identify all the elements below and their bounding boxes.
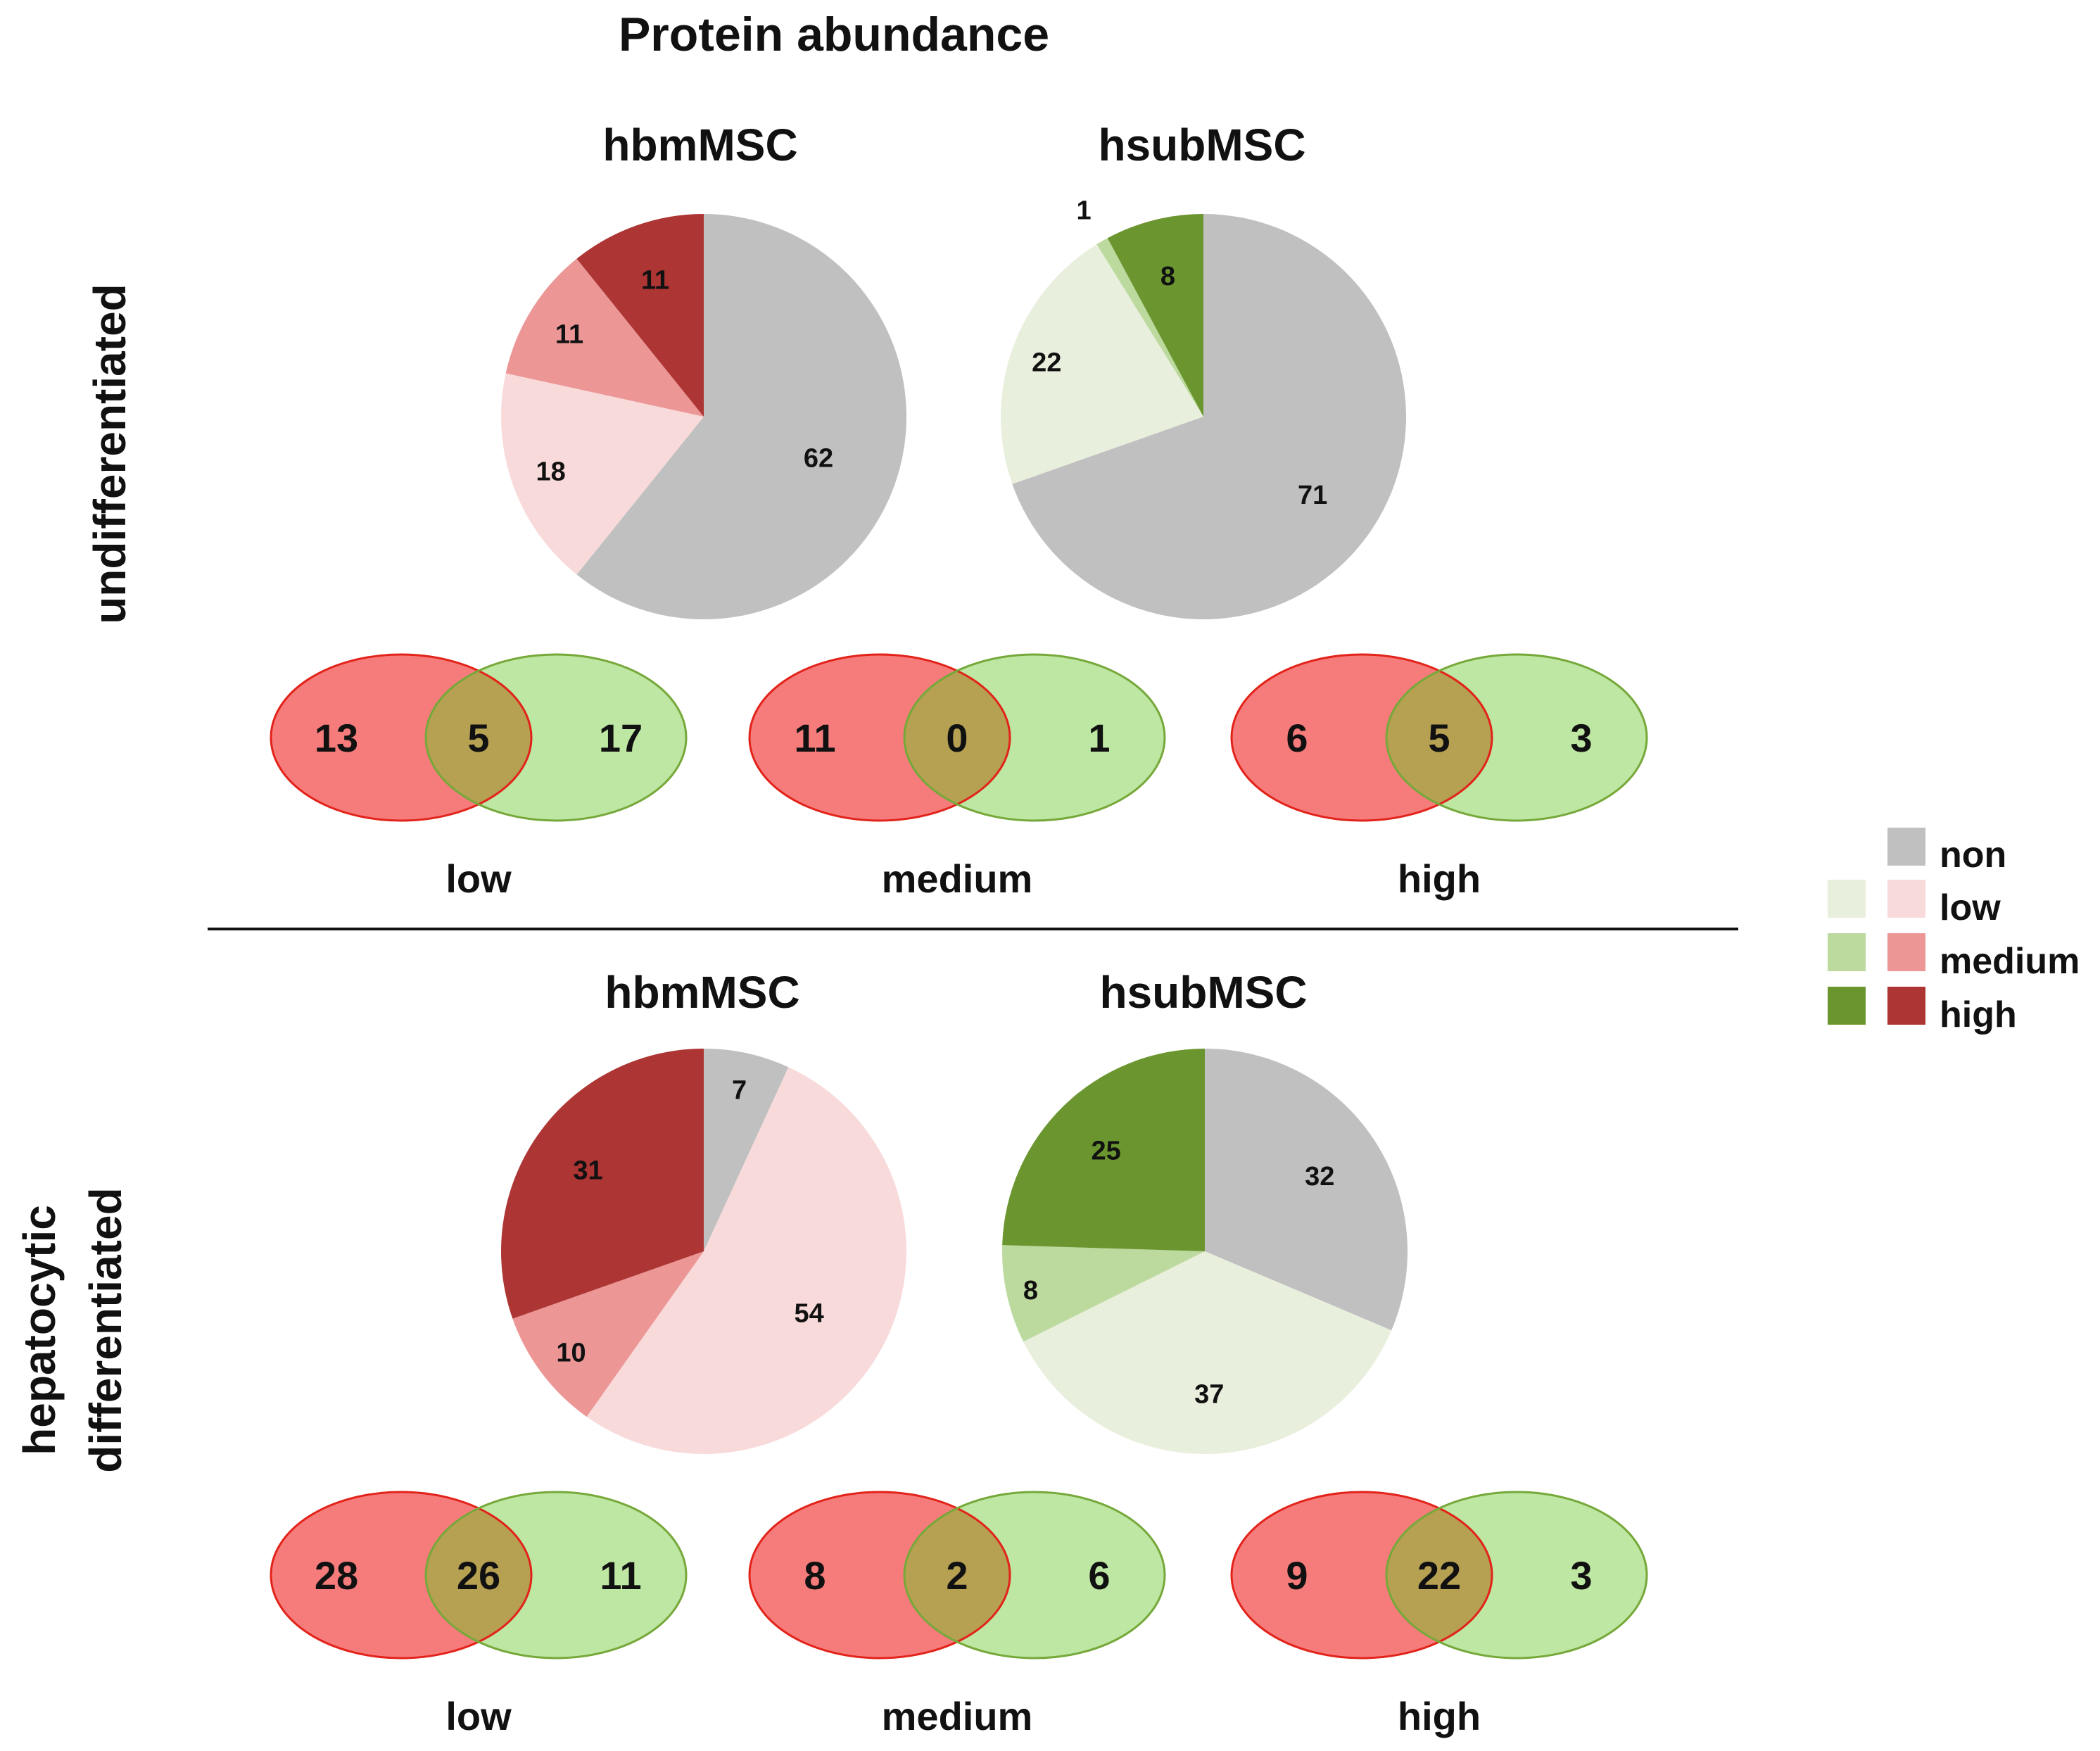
pie-slice-label-high: 8	[1160, 262, 1175, 291]
venn-count-shared: 22	[1417, 1553, 1461, 1598]
row-label-undifferentiated: undifferentiated	[84, 284, 135, 624]
pie-slice-low	[1001, 244, 1203, 484]
venn-overlap	[904, 1492, 1010, 1658]
pie-slice-label-high: 31	[573, 1156, 602, 1186]
pie-slice-label-low: 18	[536, 457, 566, 487]
venn-label-high: high	[1398, 856, 1481, 901]
venn-row-undifferentiated: 13 5 17 low 11 0 1 medium 6 5 3 high	[270, 653, 1648, 901]
venn-count-shared: 26	[457, 1553, 500, 1598]
venn-count-hsubMSC-only: 3	[1570, 716, 1592, 760]
venn-label-medium: medium	[882, 856, 1033, 901]
legend-swatch-green-high	[1828, 987, 1866, 1025]
venn-count-hsubMSC-only: 17	[599, 716, 643, 760]
pie-chart-hsubMSC-undifferentiated: 71 22 1 8	[1001, 196, 1406, 619]
venn-diagram-low: 28 26 11 low	[270, 1491, 688, 1738]
pie-slice-low	[501, 373, 704, 575]
legend-label-non: non	[1940, 835, 2006, 876]
venn-diagram-low: 13 5 17 low	[270, 653, 688, 901]
venn-label-medium: medium	[882, 1694, 1033, 1738]
pie-title-hsubMSC-hep: hsubMSC	[1099, 967, 1307, 1018]
pie-slice-low	[586, 1067, 907, 1455]
venn-label-high: high	[1398, 1694, 1481, 1738]
legend-swatch-green-medium	[1828, 933, 1866, 971]
pie-slice-label-non: 7	[732, 1075, 747, 1105]
legend-swatch-green-low	[1828, 880, 1866, 918]
venn-count-hbmMSC-only: 28	[315, 1553, 358, 1598]
venn-overlap	[426, 655, 531, 821]
venn-diagram-high: 9 22 3 high	[1230, 1491, 1648, 1738]
venn-count-shared: 2	[946, 1553, 968, 1598]
pie-slice-high	[576, 214, 704, 417]
legend-swatch-red-medium	[1887, 933, 1925, 971]
venn-count-hsubMSC-only: 6	[1088, 1553, 1110, 1598]
venn-count-hbmMSC-only: 11	[794, 716, 835, 760]
pie-slice-high	[501, 1049, 704, 1319]
pie-slice-medium	[512, 1251, 704, 1417]
venn-count-shared: 0	[946, 716, 968, 760]
venn-count-hbmMSC-only: 8	[804, 1553, 826, 1598]
legend-swatch-non	[1887, 828, 1925, 866]
pie-chart-hbmMSC-undifferentiated: 62 18 11 11	[501, 214, 906, 619]
row-label-differentiated: differentiated	[80, 1187, 131, 1472]
pie-title-hbmMSC-hep: hbmMSC	[605, 967, 799, 1018]
venn-count-shared: 5	[467, 716, 489, 760]
pie-slice-non	[1012, 214, 1406, 619]
venn-count-shared: 5	[1428, 716, 1450, 760]
pie-chart-hbmMSC-hepatocytic: 7 54 10 31	[501, 1049, 907, 1455]
venn-count-hbmMSC-only: 6	[1286, 716, 1308, 760]
venn-count-hbmMSC-only: 9	[1286, 1553, 1308, 1598]
venn-overlap	[426, 1492, 531, 1658]
pie-slice-non	[1205, 1049, 1408, 1331]
pie-slice-label-low: 37	[1194, 1380, 1224, 1410]
venn-label-low: low	[445, 1694, 512, 1738]
legend-swatch-red-high	[1887, 987, 1925, 1025]
venn-overlap	[1386, 1492, 1492, 1658]
pie-slice-label-non: 71	[1298, 481, 1327, 510]
pie-slice-label-low: 54	[795, 1298, 824, 1328]
legend-label-medium: medium	[1940, 941, 2080, 982]
pie-slice-medium	[505, 258, 704, 417]
pie-slice-label-high: 25	[1092, 1136, 1121, 1165]
pie-slice-label-medium: 10	[556, 1338, 586, 1367]
pie-chart-hsubMSC-hepatocytic: 32 37 8 25	[1002, 1049, 1408, 1455]
pie-slice-high	[1107, 214, 1203, 417]
pie-slice-non	[576, 214, 906, 619]
venn-overlap	[1386, 655, 1492, 821]
pie-slice-label-non: 32	[1305, 1162, 1334, 1191]
pie-slice-medium	[1002, 1245, 1205, 1342]
venn-count-hsubMSC-only: 3	[1570, 1553, 1592, 1598]
legend: non low medium high	[1828, 828, 2080, 1035]
pie-slice-label-non: 62	[804, 443, 833, 473]
venn-label-low: low	[445, 856, 512, 901]
pie-slice-label-medium: 1	[1077, 196, 1092, 226]
pie-slice-label-low: 22	[1032, 348, 1061, 378]
pie-slice-medium	[1096, 238, 1203, 417]
venn-diagram-medium: 8 2 6 medium	[748, 1491, 1166, 1738]
pie-slice-non	[704, 1049, 789, 1251]
venn-diagram-high: 6 5 3 high	[1230, 653, 1648, 901]
figure-title: Protein abundance	[619, 8, 1049, 61]
legend-label-low: low	[1940, 887, 2001, 928]
legend-label-high: high	[1940, 994, 2017, 1035]
pie-slice-low	[1023, 1251, 1392, 1455]
venn-count-hbmMSC-only: 13	[315, 716, 358, 760]
pie-slice-high	[1002, 1049, 1205, 1251]
pie-slice-label-medium: 8	[1023, 1276, 1038, 1306]
venn-diagram-medium: 11 0 1 medium	[748, 653, 1166, 901]
pie-slice-label-high: 11	[641, 265, 669, 295]
pie-title-hsubMSC-undiff: hsubMSC	[1098, 120, 1305, 170]
pie-title-hbmMSC-undiff: hbmMSC	[602, 120, 797, 170]
legend-swatch-red-low	[1887, 880, 1925, 918]
venn-count-hsubMSC-only: 11	[600, 1553, 641, 1598]
row-label-hepatocytic: hepatocytic	[14, 1205, 65, 1455]
venn-count-hsubMSC-only: 1	[1088, 716, 1110, 760]
pie-slice-label-medium: 11	[555, 320, 583, 350]
venn-overlap	[904, 655, 1010, 821]
